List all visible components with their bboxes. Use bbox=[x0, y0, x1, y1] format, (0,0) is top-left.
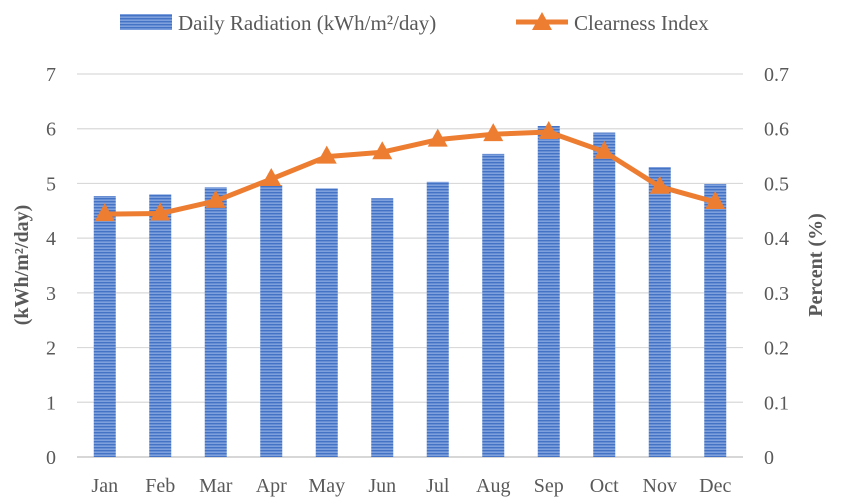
x-tick-label: Sep bbox=[534, 475, 564, 497]
left-tick-label: 1 bbox=[46, 392, 56, 414]
x-tick-label: Jun bbox=[368, 475, 396, 497]
bar bbox=[538, 126, 560, 457]
bar bbox=[649, 167, 671, 457]
right-axis-title: Percent (%) bbox=[805, 213, 827, 316]
right-tick-label: 0.3 bbox=[764, 283, 789, 305]
left-tick-label: 5 bbox=[46, 173, 56, 195]
right-tick-label: 0.5 bbox=[764, 173, 789, 195]
right-tick-label: 0.7 bbox=[764, 64, 789, 86]
legend-bar-swatch bbox=[120, 14, 172, 30]
bars bbox=[94, 126, 727, 457]
x-tick-label: Oct bbox=[590, 475, 619, 497]
bar bbox=[482, 154, 504, 457]
legend: Daily Radiation (kWh/m²/day) Clearness I… bbox=[120, 11, 709, 35]
x-tick-label: Apr bbox=[256, 475, 287, 497]
right-tick-label: 0.4 bbox=[764, 228, 789, 250]
bar bbox=[94, 196, 116, 457]
bar bbox=[149, 194, 171, 457]
legend-bar-label: Daily Radiation (kWh/m²/day) bbox=[178, 11, 436, 35]
bar bbox=[260, 185, 282, 457]
right-tick-label: 0 bbox=[764, 447, 774, 469]
x-tick-label: Nov bbox=[643, 475, 677, 497]
bar bbox=[205, 187, 227, 457]
left-tick-label: 3 bbox=[46, 283, 56, 305]
x-tick-label: Feb bbox=[145, 475, 175, 497]
left-axis-ticks: 0 1 2 3 4 5 6 7 bbox=[46, 64, 56, 469]
x-axis-ticks: Jan Feb Mar Apr May Jun Jul Aug Sep Oct Nov Dec bbox=[91, 475, 731, 497]
gridlines bbox=[77, 74, 743, 457]
x-tick-label: Jul bbox=[426, 475, 450, 497]
x-tick-label: Jan bbox=[91, 475, 118, 497]
right-axis-ticks: 0 0.1 0.2 0.3 0.4 0.5 0.6 0.7 bbox=[764, 64, 789, 469]
clearness-line-layer bbox=[95, 121, 726, 221]
right-tick-label: 0.6 bbox=[764, 119, 789, 141]
left-tick-label: 7 bbox=[46, 64, 56, 86]
x-tick-label: Aug bbox=[476, 475, 510, 497]
bar bbox=[704, 184, 726, 457]
bar bbox=[371, 198, 393, 457]
left-tick-label: 0 bbox=[46, 447, 56, 469]
right-tick-label: 0.2 bbox=[764, 338, 789, 360]
left-tick-label: 4 bbox=[46, 228, 56, 250]
right-tick-label: 0.1 bbox=[764, 392, 789, 414]
clearness-index-line bbox=[105, 132, 716, 214]
x-tick-label: Dec bbox=[699, 475, 731, 497]
bar bbox=[427, 182, 449, 457]
x-tick-label: May bbox=[308, 475, 345, 497]
bar bbox=[593, 133, 615, 457]
left-tick-label: 6 bbox=[46, 119, 56, 141]
left-axis-title: (kWh/m²/day) bbox=[11, 205, 33, 325]
legend-line-label: Clearness Index bbox=[574, 11, 709, 35]
left-tick-label: 2 bbox=[46, 338, 56, 360]
bar bbox=[316, 188, 338, 457]
x-tick-label: Mar bbox=[199, 475, 233, 497]
